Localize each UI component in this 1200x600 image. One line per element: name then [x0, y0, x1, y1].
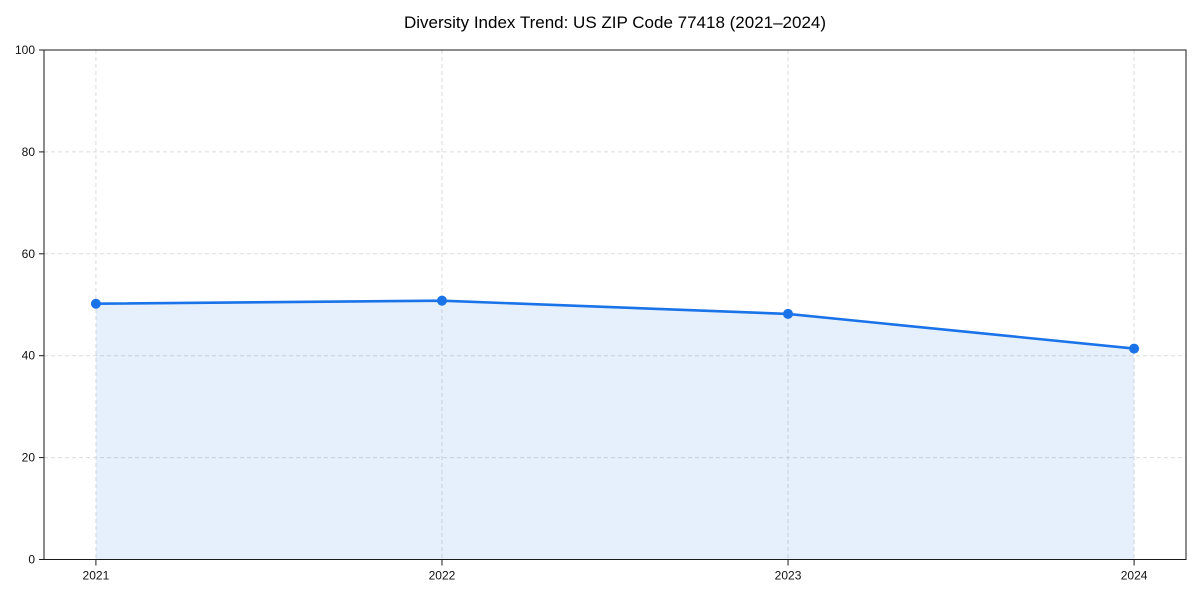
y-axis-tick-label: 60 [22, 247, 36, 261]
y-axis-tick-label: 0 [28, 553, 35, 567]
y-axis-tick-label: 80 [22, 145, 36, 159]
data-point-2021 [90, 298, 101, 309]
trend-line [94, 299, 1136, 350]
data-point-2024 [1129, 343, 1140, 354]
y-axis-tick-label: 20 [22, 451, 36, 465]
y-axis-tick-label: 100 [15, 43, 35, 57]
area-fill [95, 300, 1135, 560]
x-axis-tick-label: 2022 [429, 569, 456, 583]
y-axis-tick-label: 40 [22, 349, 36, 363]
x-axis-tick-label: 2023 [775, 569, 802, 583]
x-axis-tick-label: 2021 [83, 569, 110, 583]
plot-border [43, 49, 1187, 560]
data-point-2023 [783, 308, 794, 319]
data-point-2022 [436, 295, 447, 306]
chart-title: Diversity Index Trend: US ZIP Code 77418… [403, 13, 827, 32]
x-axis-tick-label: 2024 [1121, 569, 1148, 583]
